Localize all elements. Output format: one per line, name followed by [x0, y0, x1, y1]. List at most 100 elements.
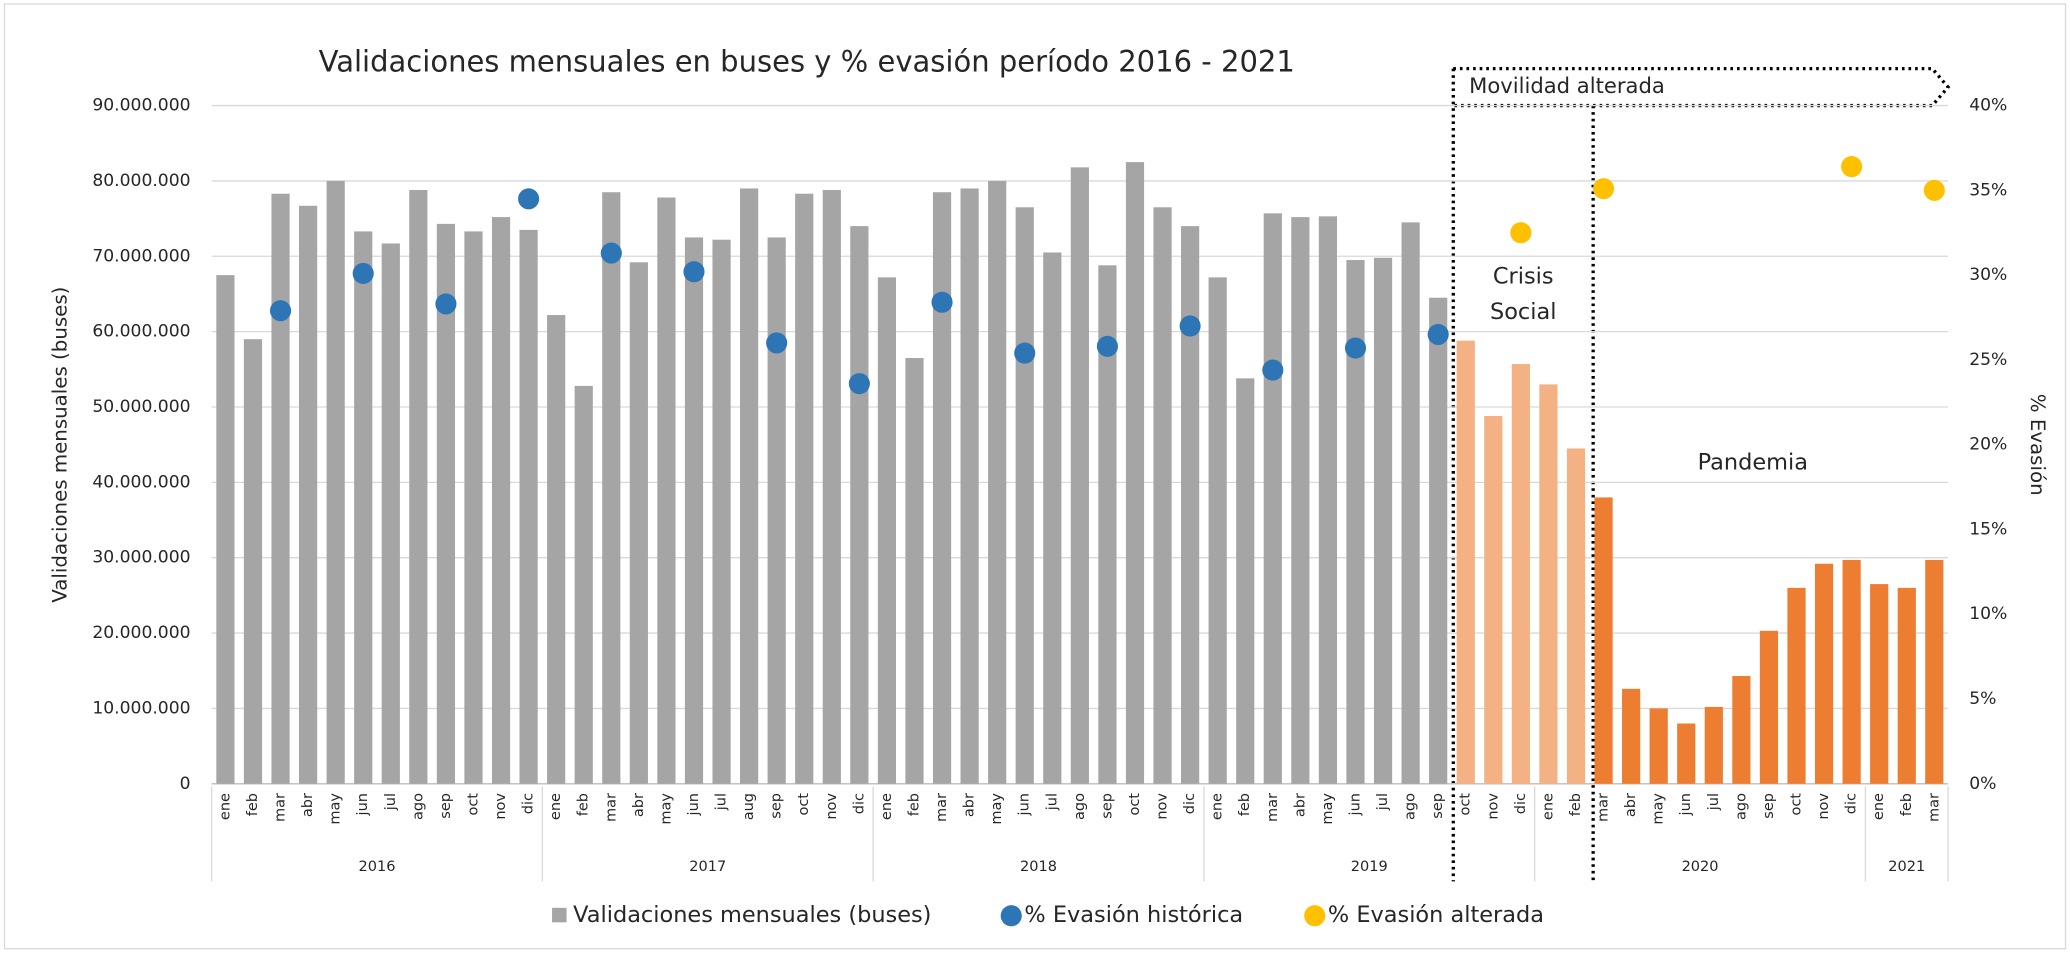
legend: Validaciones mensuales (buses) % Evasión …: [552, 902, 1544, 928]
bar: [574, 385, 593, 784]
bar: [1043, 252, 1062, 784]
point: [435, 293, 457, 315]
point: [518, 188, 540, 210]
x-tick-label: mar: [934, 793, 950, 822]
x-tick-label: ene: [1540, 793, 1556, 820]
x-tick-label: abr: [1292, 793, 1308, 817]
x-tick-label: ene: [879, 793, 895, 820]
y2-tick-label: 30%: [1969, 265, 2007, 285]
x-tick-label: jun: [1347, 793, 1363, 816]
bar: [1236, 378, 1255, 784]
y-tick-label: 90.000.000: [92, 96, 190, 116]
x-tick-label: jul: [714, 793, 730, 811]
bar: [657, 197, 676, 784]
bar: [1346, 260, 1365, 784]
point: [1427, 323, 1449, 346]
x-tick-label: abr: [962, 793, 978, 817]
group-label: 2017: [689, 859, 726, 875]
bar: [1429, 297, 1448, 784]
x-tick-label: feb: [906, 793, 922, 816]
bar: [1622, 688, 1641, 784]
point: [1344, 337, 1367, 359]
bar: [1318, 216, 1338, 784]
x-tick-label: jul: [1706, 793, 1722, 811]
bar: [740, 188, 759, 784]
bar: [1566, 448, 1586, 784]
point: [1014, 342, 1036, 364]
bar: [354, 231, 373, 784]
annotation: Movilidad alterada: [1469, 73, 1665, 98]
bar: [1677, 723, 1696, 784]
y-tick-label: 40.000.000: [92, 472, 190, 492]
x-tick-label: nov: [493, 793, 509, 820]
x-tick-label: nov: [824, 793, 840, 820]
point: [1096, 335, 1118, 357]
bar: [299, 205, 318, 784]
x-tick-label: ago: [1072, 793, 1088, 820]
x-tick-label: may: [989, 793, 1005, 825]
y-axis-title: Validaciones mensuales (buses): [49, 287, 72, 603]
x-tick-label: sep: [438, 793, 454, 819]
bar: [1263, 213, 1282, 784]
bar: [547, 315, 566, 784]
x-tick-label: oct: [1458, 793, 1474, 816]
y-tick-label: 0: [180, 774, 191, 794]
bar: [1704, 706, 1723, 784]
y-tick-label: 20.000.000: [92, 623, 190, 643]
x-tick-label: jun: [355, 793, 371, 816]
y2-axis-title: % Evasión: [2026, 394, 2049, 496]
y2-tick-label: 35%: [1969, 180, 2007, 200]
x-tick-label: oct: [465, 793, 481, 816]
x-tick-label: ago: [1733, 793, 1749, 820]
x-tick-label: oct: [796, 793, 812, 816]
bar: [491, 217, 511, 784]
y2-tick-label: 25%: [1969, 350, 2007, 370]
x-tick-label: jul: [1044, 793, 1060, 811]
bar: [767, 237, 786, 784]
x-tick-label: feb: [245, 793, 261, 816]
x-tick-label: nov: [1155, 793, 1171, 820]
x-tick-label: dic: [1182, 793, 1198, 814]
point: [1179, 315, 1201, 337]
x-tick-label: ago: [410, 793, 426, 820]
bar: [960, 188, 979, 784]
bar: [1897, 587, 1916, 784]
x-tick-label: jul: [383, 793, 399, 811]
bar: [795, 193, 814, 784]
point: [1923, 179, 1945, 201]
annotation: Social: [1490, 299, 1556, 325]
bar: [1649, 708, 1668, 784]
point: [269, 300, 292, 322]
x-tick-label: oct: [1788, 793, 1804, 816]
group-label: 2019: [1351, 859, 1388, 875]
x-tick-label: may: [1651, 793, 1667, 825]
point: [352, 262, 374, 284]
legend-label: Validaciones mensuales (buses): [573, 902, 931, 928]
y2-tick-label: 20%: [1969, 435, 2007, 455]
bar: [409, 189, 428, 784]
x-tick-label: dic: [851, 793, 867, 814]
point: [1593, 178, 1615, 200]
bar: [1787, 587, 1806, 784]
bar: [988, 180, 1007, 784]
bar: [1511, 364, 1530, 784]
y-tick-label: 50.000.000: [92, 397, 190, 417]
bar: [1291, 217, 1310, 784]
y-tick-label: 70.000.000: [92, 246, 190, 266]
point: [683, 261, 705, 283]
point: [1262, 359, 1284, 381]
bar: [1401, 222, 1420, 784]
y2-tick-label: 0%: [1969, 774, 1996, 794]
point: [600, 242, 622, 264]
bar: [629, 262, 648, 784]
bar: [1539, 384, 1558, 784]
bar: [464, 231, 483, 784]
y2-tick-label: 5%: [1969, 689, 1996, 709]
x-tick-label: ene: [548, 793, 564, 820]
x-tick-label: ago: [1403, 793, 1419, 820]
x-tick-label: feb: [1899, 793, 1915, 816]
x-tick-label: feb: [1568, 793, 1584, 816]
x-tick-label: nov: [1485, 793, 1501, 820]
bar: [822, 189, 841, 784]
